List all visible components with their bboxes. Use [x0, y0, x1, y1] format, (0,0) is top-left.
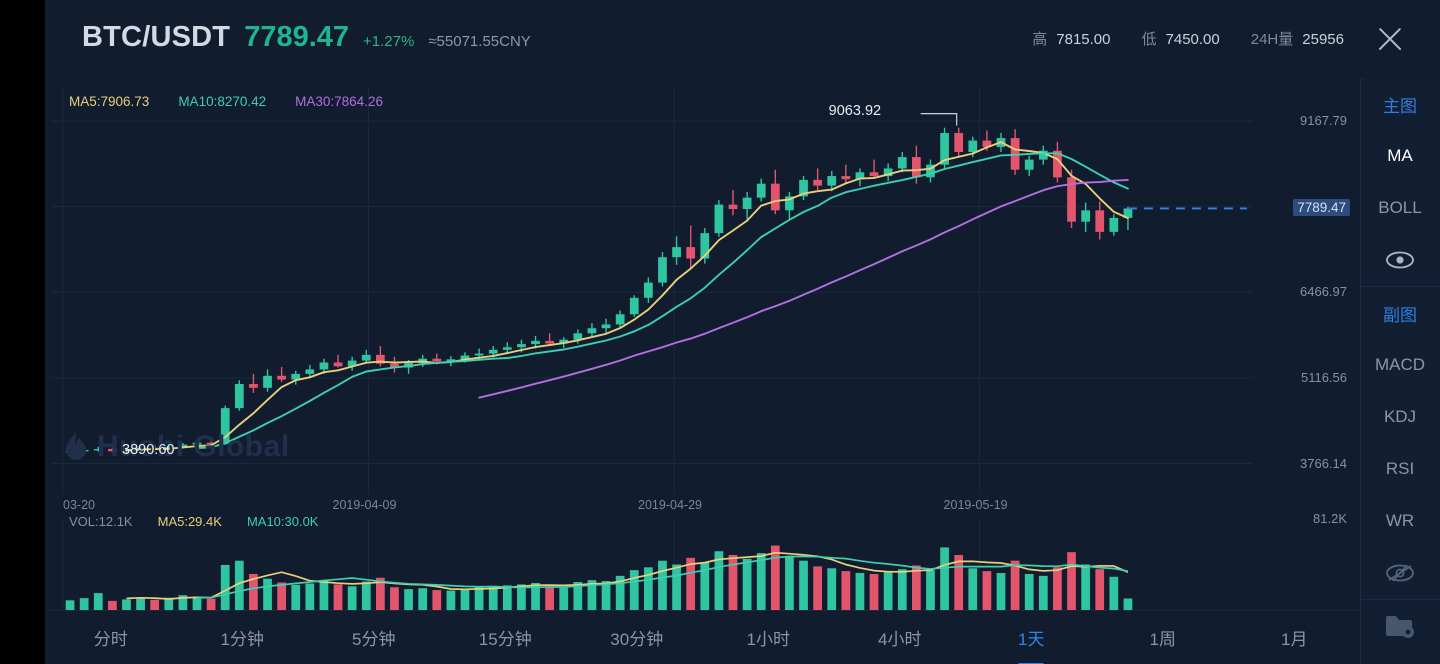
folder-settings-icon[interactable]: [1360, 600, 1440, 652]
sidebar-item-kdj[interactable]: KDJ: [1383, 407, 1417, 426]
sidebar-item-macd[interactable]: MACD: [1374, 355, 1426, 374]
timeframe-tab-5分钟[interactable]: 5分钟: [352, 629, 396, 649]
timeframe-tab-1周[interactable]: 1周: [1149, 629, 1176, 649]
current-price-tag: 7789.47: [1293, 199, 1350, 217]
eye-off-icon[interactable]: [1360, 547, 1440, 599]
vol-ma10-legend: MA10:30.0K: [246, 514, 319, 529]
period-low-annotation: 3890.60: [122, 441, 175, 458]
ma5-line: [125, 141, 1129, 452]
price-tick: 6466.97: [1300, 284, 1347, 300]
high-value: 7815.00: [1056, 31, 1111, 48]
close-icon[interactable]: [1373, 22, 1407, 56]
ma30-legend: MA30:7864.26: [295, 94, 383, 109]
eye-icon[interactable]: [1360, 234, 1440, 286]
ma30-line: [478, 178, 1129, 399]
chart-area[interactable]: Huobi Global MA5:7906.73 MA10:8270.42 MA…: [45, 78, 1360, 610]
timeframe-tab-1小时[interactable]: 1小时: [746, 629, 790, 649]
symbol-name: BTC/USDT: [82, 21, 231, 53]
volume-24h-value: 25956: [1302, 31, 1344, 48]
header-stats: 高 7815.00 低 7450.00 24H量 25956: [1032, 28, 1344, 49]
low-value: 7450.00: [1165, 31, 1220, 48]
sidebar-divider: [1360, 286, 1440, 287]
timeframe-tab-1天[interactable]: 1天: [966, 610, 1098, 664]
volume-legend: VOL:12.1K MA5:29.4K MA10:30.0K: [69, 514, 318, 529]
timeframe-tabs[interactable]: 分时 1分钟 5分钟 15分钟 30分钟 1小时 4小时 1天 1周 1月: [45, 610, 1360, 664]
ma5-legend: MA5:7906.73: [69, 94, 150, 109]
volume-24h-label: 24H量: [1250, 31, 1294, 48]
last-price: 7789.47: [244, 21, 350, 53]
indicator-sidebar[interactable]: 主图 MA BOLL 副图 MACD KDJ RSI WR: [1360, 78, 1440, 664]
change-percent: +1.27%: [363, 33, 415, 50]
ma10-legend: MA10:8270.42: [178, 94, 267, 109]
volume-ma5-line: [126, 551, 1129, 600]
sidebar-divider: [1360, 599, 1440, 600]
ma-legend: MA5:7906.73 MA10:8270.42 MA30:7864.26: [69, 94, 383, 109]
time-tick: 03-20: [63, 498, 95, 512]
time-tick: 2019-04-29: [638, 498, 702, 512]
sidebar-item-boll[interactable]: BOLL: [1378, 198, 1422, 217]
volume-axis-max: 81.2K: [1313, 511, 1347, 526]
cny-equivalent: ≈55071.55CNY: [428, 33, 531, 50]
time-tick: 2019-05-19: [943, 498, 1008, 512]
price-tick: 3766.14: [1300, 455, 1347, 471]
price-axis: 9167.797817.386466.975116.563766.147789.…: [1270, 78, 1360, 610]
sidebar-main-header: 主图: [1383, 96, 1417, 116]
sidebar-item-rsi[interactable]: RSI: [1385, 459, 1415, 478]
timeframe-tab-1月[interactable]: 1月: [1281, 629, 1308, 649]
main-panel: BTC/USDT 7789.47 +1.27% ≈55071.55CNY 高 7…: [45, 0, 1440, 664]
sidebar-sub-header: 副图: [1383, 305, 1417, 325]
left-gutter: [0, 0, 45, 664]
timeframe-tab-分时[interactable]: 分时: [93, 629, 128, 649]
high-label: 高: [1032, 31, 1048, 48]
period-high-annotation: 9063.92: [828, 102, 882, 119]
timeframe-tab-4小时[interactable]: 4小时: [878, 629, 922, 649]
price-tick: 9167.79: [1300, 113, 1347, 129]
symbol-block: BTC/USDT 7789.47 +1.27% ≈55071.55CNY: [82, 21, 531, 54]
sidebar-item-wr[interactable]: WR: [1385, 511, 1415, 530]
timeframe-bar: 分时 1分钟 5分钟 15分钟 30分钟 1小时 4小时 1天 1周 1月: [45, 610, 1360, 664]
timeframe-tab-15分钟[interactable]: 15分钟: [478, 629, 532, 649]
vol-ma5-legend: MA5:29.4K: [157, 514, 222, 529]
price-tick: 5116.56: [1300, 369, 1347, 385]
header-bar: BTC/USDT 7789.47 +1.27% ≈55071.55CNY 高 7…: [45, 0, 1440, 78]
vol-legend-value: VOL:12.1K: [69, 514, 133, 529]
time-tick: 2019-04-09: [332, 498, 397, 512]
volume-ma10-line: [196, 555, 1129, 599]
ma10-line: [196, 152, 1129, 450]
candlestick-plot: [51, 86, 1253, 610]
low-label: 低: [1141, 31, 1157, 48]
timeframe-tab-30分钟[interactable]: 30分钟: [610, 629, 664, 649]
timeframe-tab-1分钟[interactable]: 1分钟: [220, 629, 264, 649]
sidebar-item-ma[interactable]: MA: [1387, 146, 1413, 165]
